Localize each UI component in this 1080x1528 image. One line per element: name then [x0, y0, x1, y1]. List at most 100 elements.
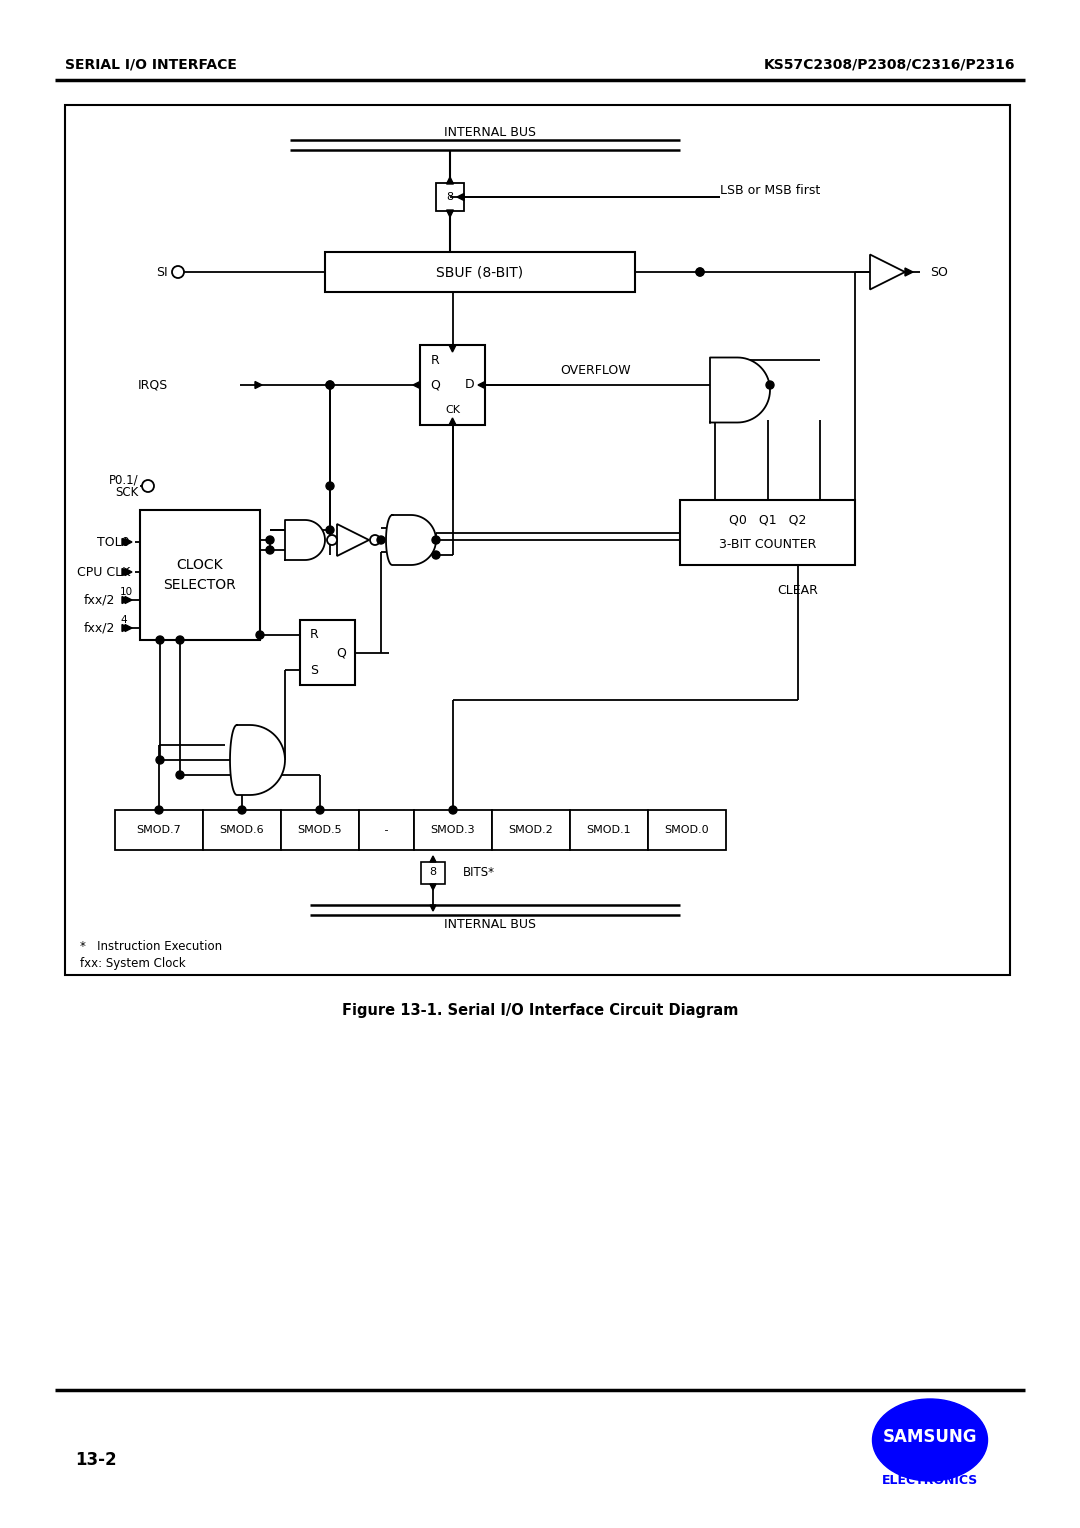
- Bar: [648, 810, 726, 850]
- Polygon shape: [710, 358, 770, 423]
- Text: Q: Q: [336, 646, 346, 659]
- Polygon shape: [125, 538, 132, 545]
- Text: CLOCK: CLOCK: [177, 558, 224, 571]
- Text: Q: Q: [430, 379, 440, 391]
- Text: fxx/2: fxx/2: [83, 593, 114, 607]
- Text: Figure 13-1. Serial I/O Interface Circuit Diagram: Figure 13-1. Serial I/O Interface Circui…: [341, 1002, 739, 1018]
- Polygon shape: [478, 382, 485, 388]
- Bar: [281, 810, 359, 850]
- Text: SELECTOR: SELECTOR: [164, 578, 237, 591]
- Circle shape: [449, 805, 457, 814]
- Polygon shape: [122, 568, 129, 576]
- Text: SMOD.7: SMOD.7: [137, 825, 181, 834]
- Polygon shape: [125, 596, 132, 604]
- Text: CLEAR: CLEAR: [778, 584, 819, 596]
- Polygon shape: [285, 520, 325, 559]
- Bar: [414, 810, 492, 850]
- Text: 10: 10: [120, 587, 133, 597]
- Bar: [300, 620, 355, 685]
- Circle shape: [316, 805, 324, 814]
- Circle shape: [238, 805, 246, 814]
- Text: fxx/2: fxx/2: [83, 622, 114, 634]
- Circle shape: [176, 636, 184, 643]
- Text: SMOD.2: SMOD.2: [509, 825, 553, 834]
- Circle shape: [172, 266, 184, 278]
- Bar: [203, 810, 281, 850]
- Text: SMOD.5: SMOD.5: [298, 825, 342, 834]
- Circle shape: [266, 545, 274, 555]
- Circle shape: [326, 481, 334, 490]
- Polygon shape: [430, 885, 436, 889]
- Text: R: R: [310, 628, 319, 642]
- Text: CPU CLK: CPU CLK: [77, 565, 130, 579]
- Text: SMOD.6: SMOD.6: [219, 825, 265, 834]
- Text: SMOD.0: SMOD.0: [664, 825, 710, 834]
- Text: ELECTRONICS: ELECTRONICS: [882, 1473, 978, 1487]
- Circle shape: [256, 631, 264, 639]
- Polygon shape: [125, 625, 132, 631]
- Circle shape: [432, 552, 440, 559]
- Text: 8: 8: [430, 866, 436, 877]
- Bar: [421, 862, 445, 885]
- Text: P0.1/: P0.1/: [108, 474, 138, 486]
- Text: IRQS: IRQS: [138, 379, 168, 391]
- Text: SCK: SCK: [114, 486, 138, 498]
- Text: R: R: [431, 353, 440, 367]
- Text: Q0   Q1   Q2: Q0 Q1 Q2: [729, 513, 806, 527]
- Polygon shape: [386, 515, 436, 565]
- Circle shape: [370, 535, 380, 545]
- Bar: [65, 105, 1010, 975]
- Text: TOL0: TOL0: [97, 535, 130, 549]
- Polygon shape: [413, 382, 420, 388]
- Polygon shape: [255, 382, 262, 388]
- Circle shape: [432, 536, 440, 544]
- Text: LSB or MSB first: LSB or MSB first: [720, 183, 820, 197]
- Text: KS57C2308/P2308/C2316/P2316: KS57C2308/P2308/C2316/P2316: [764, 58, 1015, 72]
- Ellipse shape: [873, 1400, 987, 1481]
- Polygon shape: [905, 267, 913, 277]
- Text: INTERNAL BUS: INTERNAL BUS: [444, 125, 536, 139]
- Bar: [680, 500, 855, 565]
- Bar: [359, 810, 414, 850]
- Polygon shape: [337, 524, 369, 556]
- Text: OVERFLOW: OVERFLOW: [561, 364, 631, 376]
- Circle shape: [326, 380, 334, 390]
- Text: 4: 4: [120, 614, 126, 625]
- Polygon shape: [430, 905, 436, 911]
- Polygon shape: [125, 568, 132, 576]
- Bar: [325, 252, 635, 292]
- Text: D: D: [465, 379, 475, 391]
- Text: SBUF (8-BIT): SBUF (8-BIT): [436, 264, 524, 280]
- Text: *   Instruction Execution: * Instruction Execution: [80, 941, 222, 953]
- Text: BITS*: BITS*: [463, 865, 495, 879]
- Text: fxx: System Clock: fxx: System Clock: [80, 957, 186, 969]
- Circle shape: [266, 536, 274, 544]
- Text: SMOD.3: SMOD.3: [431, 825, 475, 834]
- Circle shape: [696, 267, 704, 277]
- Text: SI: SI: [157, 266, 168, 278]
- Bar: [436, 183, 464, 211]
- Polygon shape: [446, 177, 454, 183]
- Circle shape: [156, 805, 163, 814]
- Circle shape: [377, 536, 384, 544]
- Polygon shape: [230, 724, 285, 795]
- Text: S: S: [310, 663, 318, 677]
- Text: SERIAL I/O INTERFACE: SERIAL I/O INTERFACE: [65, 58, 237, 72]
- Circle shape: [141, 480, 154, 492]
- Circle shape: [696, 267, 704, 277]
- Text: SAMSUNG: SAMSUNG: [882, 1429, 977, 1445]
- Text: 3-BIT COUNTER: 3-BIT COUNTER: [719, 538, 816, 552]
- Text: 8: 8: [446, 193, 454, 202]
- Text: -: -: [381, 825, 392, 834]
- Polygon shape: [449, 345, 456, 351]
- Circle shape: [327, 535, 337, 545]
- Text: SMOD.1: SMOD.1: [586, 825, 632, 834]
- Circle shape: [176, 772, 184, 779]
- Bar: [420, 345, 485, 425]
- Polygon shape: [457, 194, 464, 200]
- Polygon shape: [430, 856, 436, 862]
- Polygon shape: [122, 625, 129, 631]
- Bar: [114, 810, 203, 850]
- Polygon shape: [446, 209, 454, 217]
- Text: CK: CK: [445, 405, 460, 416]
